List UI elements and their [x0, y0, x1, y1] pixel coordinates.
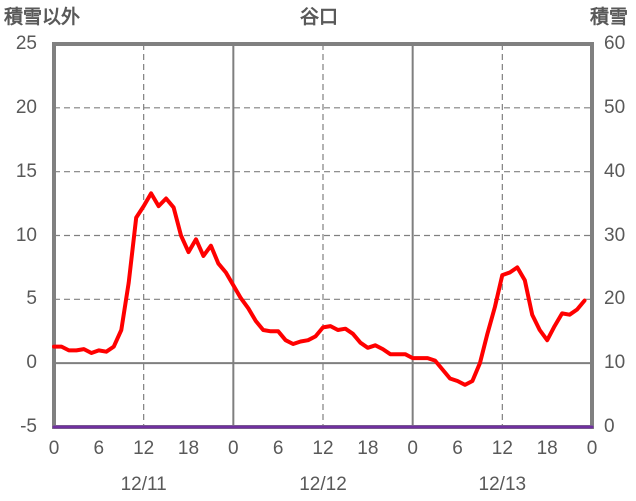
right-tick-label: 50: [604, 96, 626, 118]
left-tick-label: 10: [15, 224, 37, 246]
right-tick-label: 10: [604, 352, 626, 374]
left-tick-label: 15: [15, 160, 37, 182]
x-tick-label: 12: [491, 438, 513, 459]
right-tick-label: 30: [604, 224, 626, 246]
x-tick-label: 0: [586, 438, 598, 459]
series-line-main: [52, 191, 587, 387]
right-tick-label: 60: [604, 33, 626, 54]
x-tick-label: 0: [228, 438, 239, 459]
x-tick-label: 6: [452, 438, 463, 459]
x-tick-label: 6: [93, 438, 105, 459]
right-axis-title: 積雪: [590, 7, 629, 28]
x-tick-label: 0: [48, 438, 60, 459]
x-tick-label: 6: [272, 438, 284, 459]
date-label: 12/13: [478, 474, 527, 495]
x-tick-label: 18: [177, 438, 200, 459]
x-tick-label: 12: [133, 438, 155, 459]
date-label: 12/12: [299, 474, 347, 495]
x-tick-label: 18: [536, 438, 558, 459]
x-tick-label: 18: [357, 438, 379, 459]
left-tick-label: 25: [15, 33, 37, 54]
chart-title: 谷口: [300, 7, 339, 28]
x-tick-label: 0: [407, 438, 418, 459]
x-tick-label: 12: [312, 438, 334, 459]
date-label: 12/11: [120, 474, 167, 495]
right-tick-label: 0: [604, 416, 615, 437]
right-tick-label: 40: [604, 160, 626, 182]
left-tick-label: 5: [26, 288, 37, 310]
left-tick-label: 20: [15, 96, 37, 118]
left-axis-title: 積雪以外: [4, 7, 81, 28]
right-tick-label: 20: [604, 288, 626, 310]
left-tick-label: 0: [26, 352, 37, 374]
left-tick-label: -5: [20, 416, 37, 437]
